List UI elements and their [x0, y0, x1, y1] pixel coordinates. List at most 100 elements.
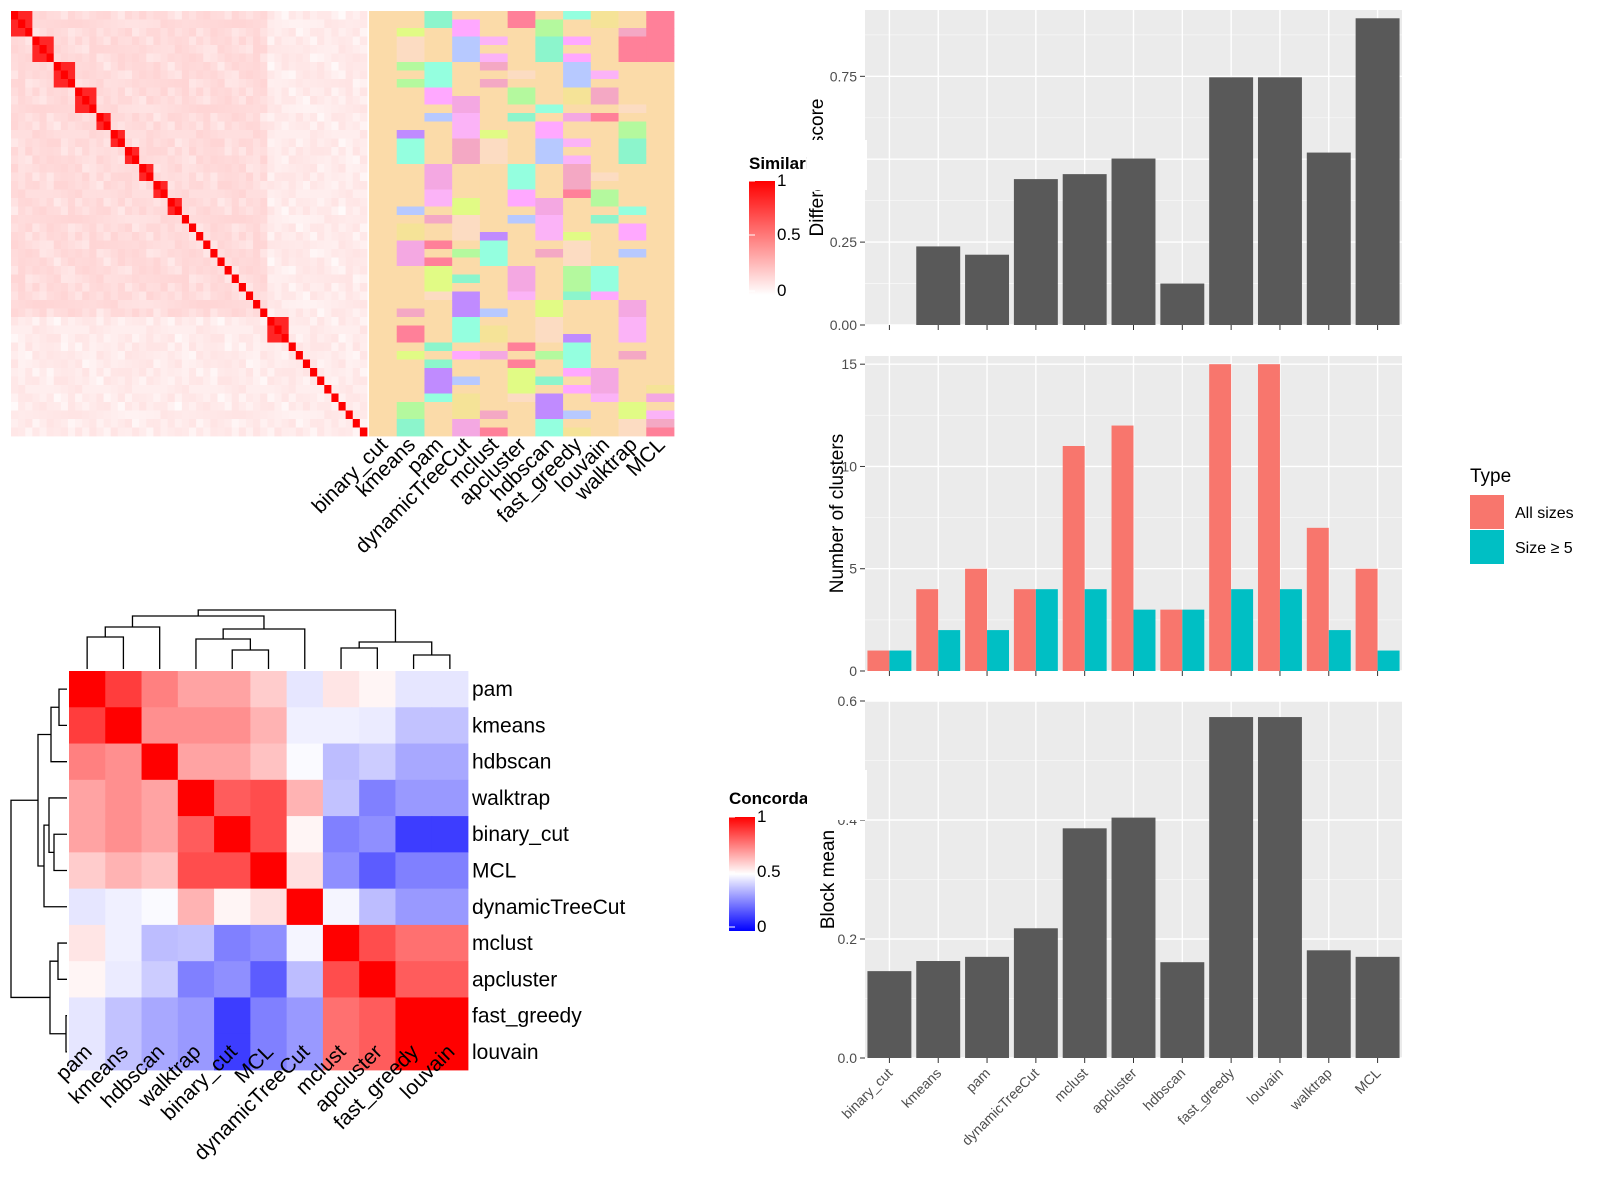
- cluster-assignment-cell: [646, 147, 675, 156]
- similarity-cell: [210, 257, 218, 267]
- similarity-cell: [352, 87, 361, 97]
- similarity-cell: [302, 164, 311, 173]
- similarity-cell: [267, 45, 275, 54]
- similarity-cell: [75, 11, 83, 20]
- similarity-cell: [139, 53, 147, 63]
- similarity-cell: [146, 53, 154, 63]
- similarity-cell: [210, 283, 218, 292]
- cluster-assignment-cell: [563, 291, 592, 301]
- similarity-cell: [103, 419, 112, 428]
- similarity-cell: [110, 325, 119, 335]
- similarity-cell: [96, 19, 104, 29]
- similarity-cell: [345, 266, 354, 275]
- cluster-assignment-cell: [452, 376, 481, 386]
- similarity-cell: [267, 351, 275, 360]
- similarity-cell: [317, 62, 325, 71]
- similarity-cell: [110, 130, 119, 139]
- similarity-cell: [274, 113, 282, 122]
- cluster-assignment-cell: [618, 104, 647, 114]
- similarity-cell: [210, 53, 218, 63]
- similarity-cell: [224, 189, 233, 199]
- similarity-cell: [345, 45, 354, 54]
- similarity-cell: [11, 138, 19, 148]
- similarity-cell: [196, 181, 204, 190]
- cluster-assignment-cell: [507, 87, 536, 97]
- y-tick-label: 0.6: [838, 693, 858, 709]
- similarity-legend-bar: [749, 181, 775, 295]
- concordance-legend-tick-label: 0.5: [757, 862, 781, 881]
- similarity-cell: [324, 291, 332, 301]
- similarity-cell: [25, 249, 33, 258]
- similarity-cell: [18, 291, 26, 301]
- similarity-cell: [352, 368, 361, 377]
- cluster-assignment-cell: [369, 300, 398, 309]
- concordance-cell: [141, 997, 179, 1035]
- similarity-cell: [82, 121, 90, 131]
- similarity-cell: [18, 96, 26, 105]
- similarity-cell: [167, 274, 176, 284]
- cluster-assignment-cell: [590, 393, 619, 403]
- similarity-cell: [295, 172, 304, 182]
- cluster-assignment-cell: [424, 232, 453, 241]
- similarity-cell: [338, 249, 347, 258]
- concordance-cell: [250, 779, 288, 817]
- cluster-assignment-cell: [590, 410, 619, 420]
- similarity-cell: [224, 410, 233, 420]
- cluster-assignment-cell: [618, 172, 647, 182]
- similarity-cell: [82, 351, 90, 360]
- similarity-cell: [317, 376, 325, 386]
- similarity-cell: [153, 427, 161, 437]
- similarity-cell: [32, 402, 40, 411]
- cluster-assignment-cell: [646, 70, 675, 80]
- cluster-assignment-cell: [396, 376, 425, 386]
- similarity-cell: [210, 121, 218, 131]
- similarity-cell: [25, 62, 33, 71]
- similarity-cell: [60, 300, 69, 309]
- similarity-cell: [181, 11, 190, 20]
- cluster-assignment-cell: [452, 155, 481, 165]
- similarity-cell: [139, 393, 147, 403]
- similarity-cell: [89, 215, 97, 224]
- similarity-cell: [181, 291, 190, 301]
- similarity-cell: [139, 113, 147, 122]
- similarity-cell: [53, 130, 62, 139]
- similarity-cell: [238, 266, 247, 275]
- similarity-cell: [196, 402, 204, 411]
- similarity-cell: [32, 266, 40, 275]
- similarity-cell: [352, 62, 361, 71]
- similarity-cell: [153, 121, 161, 131]
- similarity-cell: [352, 410, 361, 420]
- similarity-cell: [267, 96, 275, 105]
- concordance-cell: [395, 888, 433, 926]
- similarity-cell: [82, 206, 90, 216]
- similarity-cell: [238, 96, 247, 105]
- similarity-cell: [53, 28, 62, 37]
- cluster-assignment-cell: [396, 427, 425, 437]
- cluster-assignment-cell: [507, 385, 536, 394]
- similarity-cell: [203, 62, 211, 71]
- similarity-cell: [181, 198, 190, 207]
- similarity-cell: [153, 36, 161, 46]
- similarity-cell: [18, 427, 26, 437]
- cluster-assignment-cell: [452, 232, 481, 241]
- similarity-cell: [253, 45, 261, 54]
- concordance-cell: [250, 888, 288, 926]
- similarity-cell: [89, 325, 97, 335]
- similarity-cell: [238, 130, 247, 139]
- similarity-cell: [139, 419, 147, 428]
- similarity-cell: [46, 189, 55, 199]
- cluster-assignment-cell: [507, 334, 536, 343]
- cluster-assignment-cell: [369, 79, 398, 88]
- similarity-cell: [25, 121, 33, 131]
- similarity-cell: [181, 402, 190, 411]
- similarity-cell: [110, 266, 119, 275]
- cluster-assignment-cell: [563, 232, 592, 241]
- similarity-cell: [32, 138, 40, 148]
- similarity-cell: [75, 308, 83, 318]
- similarity-cell: [139, 308, 147, 318]
- similarity-cell: [245, 189, 254, 199]
- similarity-cell: [18, 249, 26, 258]
- similarity-cell: [196, 36, 204, 46]
- similarity-cell: [60, 359, 69, 369]
- similarity-cell: [18, 393, 26, 403]
